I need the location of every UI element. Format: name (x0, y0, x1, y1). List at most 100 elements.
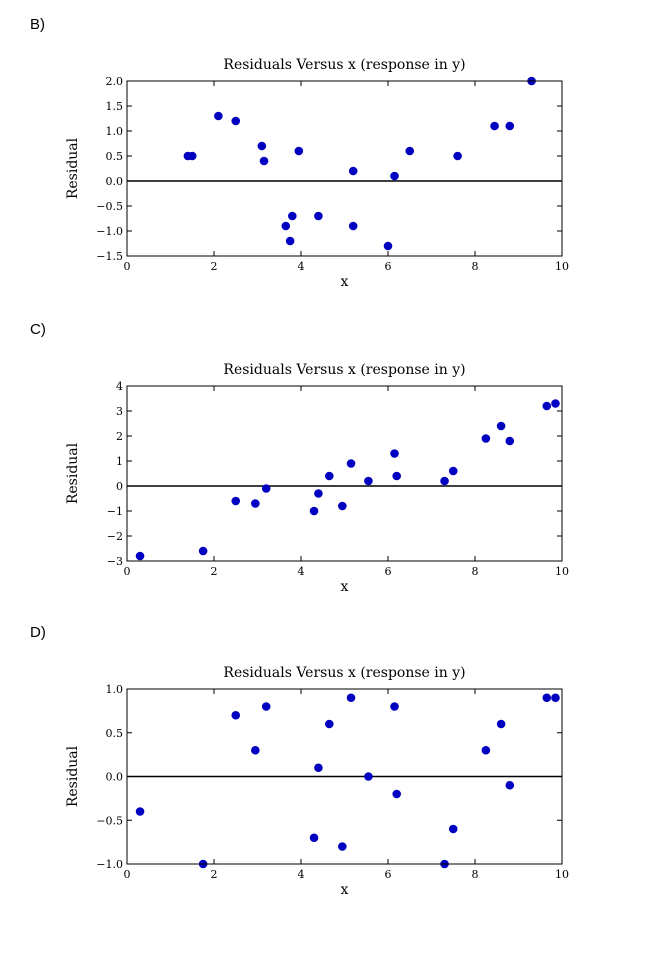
chart-2-data-point (390, 702, 399, 711)
chart-2-y-tick-label: 0.5 (106, 727, 124, 740)
chart-0-x-tick-label: 2 (211, 260, 218, 273)
chart-1-y-tick-label: −1 (107, 505, 123, 518)
chart-2-data-point (364, 772, 373, 781)
chart-2-x-axis-label: x (341, 882, 349, 898)
chart-1-data-point (392, 471, 402, 481)
chart-1-y-tick-label: 2 (116, 430, 123, 443)
chart-0-data-point (390, 171, 399, 181)
chart-2-y-tick-label: 1.0 (106, 683, 124, 696)
chart-1-plot-frame (126, 385, 563, 562)
chart-0-y-tick-label: 0.0 (106, 175, 124, 188)
chart-2-x-tick-label: 0 (124, 868, 131, 881)
chart-0-data-point (288, 211, 297, 221)
chart-0-y-axis-label: Residual (65, 137, 81, 199)
chart-0-y-tick-label: 1.0 (106, 125, 124, 138)
chart-2-data-point (392, 789, 402, 799)
chart-0-y-tick-label: 0.5 (106, 150, 124, 163)
chart-0-y-tick-label: 1.5 (106, 100, 124, 113)
chart-1-data-point (505, 436, 515, 446)
chart-2-y-axis-label: Residual (65, 745, 81, 807)
chart-2-x-tick-label: 8 (472, 868, 479, 881)
chart-1-data-point (364, 476, 373, 486)
chart-1-data-point (309, 506, 319, 516)
chart-0-y-tick-label: −1.0 (96, 225, 123, 238)
chart-0-data-point (348, 166, 358, 176)
chart-2-data-point (231, 710, 241, 720)
chart-2-data-point (346, 693, 356, 703)
chart-2-title: Residuals Versus x (response in y) (223, 665, 465, 681)
chart-2-y-tick-label: −1.0 (96, 858, 123, 871)
chart-2-data-point (338, 842, 347, 851)
chart-1-y-tick-label: 0 (116, 480, 123, 493)
chart-0-data-point (259, 156, 269, 166)
chart-2-y-tick-label: −0.5 (96, 814, 123, 827)
chart-0-x-tick-label: 6 (385, 260, 392, 273)
chart-1-x-axis-label: x (341, 579, 349, 595)
chart-2-data-point (481, 745, 491, 755)
chart-0-x-axis-label: x (341, 274, 349, 290)
chart-0-data-point (187, 151, 197, 161)
chart-0-x-tick-label: 4 (298, 260, 305, 273)
chart-0-plot-frame (126, 80, 563, 257)
chart-1-x-tick-label: 4 (298, 565, 305, 578)
chart-0-data-point (348, 221, 358, 231)
chart-1-x-tick-label: 2 (211, 565, 218, 578)
chart-0-data-point (231, 116, 241, 126)
chart-1-y-tick-label: 1 (116, 455, 123, 468)
chart-0-x-tick-label: 10 (555, 260, 569, 273)
chart-1-data-point (251, 499, 260, 508)
chart-2-y-tick-label: 0.0 (106, 771, 124, 784)
chart-1-data-point (231, 496, 241, 506)
residual-plot-d: Residuals Versus x (response in y) 0 2 4 6 8 1… (65, 665, 569, 898)
chart-0-data-point (294, 146, 304, 156)
chart-0-x-tick-label: 0 (124, 260, 131, 273)
chart-0-data-point (214, 111, 223, 121)
option-label-d: D) (30, 624, 46, 641)
chart-0-data-point (383, 241, 393, 251)
chart-1-y-tick-label: −2 (107, 530, 123, 543)
chart-1-y-tick-label: −3 (107, 555, 123, 568)
chart-2-data-point (542, 693, 552, 703)
option-label-b: B) (30, 16, 45, 33)
chart-1-x-tick-label: 10 (555, 565, 569, 578)
chart-1-title: Residuals Versus x (response in y) (223, 362, 465, 378)
chart-0-title: Residuals Versus x (response in y) (223, 57, 465, 73)
residual-plot-c: Residuals Versus x (response in y) 0 2 4 6 8 1… (65, 362, 569, 595)
chart-2-data-point (314, 763, 323, 773)
chart-2-data-point (505, 780, 515, 790)
chart-2-x-tick-label: 6 (385, 868, 392, 881)
chart-0-data-point (257, 141, 267, 151)
option-label-c: C) (30, 321, 46, 338)
chart-2-data-point (324, 719, 334, 729)
chart-1-data-point (542, 401, 552, 411)
chart-0-data-point (453, 151, 462, 161)
chart-0-x-tick-label: 8 (472, 260, 479, 273)
chart-2-data-point (251, 745, 260, 755)
chart-0-data-point (314, 211, 323, 221)
chart-1-y-tick-label: 3 (116, 405, 123, 418)
chart-1-data-point (551, 399, 560, 408)
chart-1-data-point (390, 449, 399, 458)
chart-1-x-tick-label: 8 (472, 565, 479, 578)
chart-1-x-tick-label: 0 (124, 565, 131, 578)
chart-0-data-point (405, 146, 415, 156)
chart-1-data-point (440, 476, 449, 486)
chart-0-data-point (285, 236, 295, 246)
chart-1-data-point (496, 421, 506, 431)
chart-0-y-tick-label: −1.5 (96, 250, 123, 263)
chart-2-data-point (496, 719, 506, 729)
chart-1-data-point (314, 489, 323, 498)
chart-1-x-tick-label: 6 (385, 565, 392, 578)
chart-2-plot-frame (126, 688, 563, 865)
chart-2-data-point (448, 824, 458, 834)
chart-0-data-point (505, 121, 515, 131)
chart-1-data-point (448, 466, 458, 476)
chart-1-y-tick-label: 4 (116, 380, 123, 393)
chart-1-data-point (198, 546, 208, 556)
chart-1-data-point (338, 501, 347, 511)
residual-plot-b: Residuals Versus x (response in y) 0 2 4 6 8 1… (65, 57, 569, 290)
chart-2-x-tick-label: 10 (555, 868, 569, 881)
chart-2-x-tick-label: 2 (211, 868, 218, 881)
chart-1-data-point (261, 484, 271, 493)
chart-0-data-point (490, 121, 499, 131)
